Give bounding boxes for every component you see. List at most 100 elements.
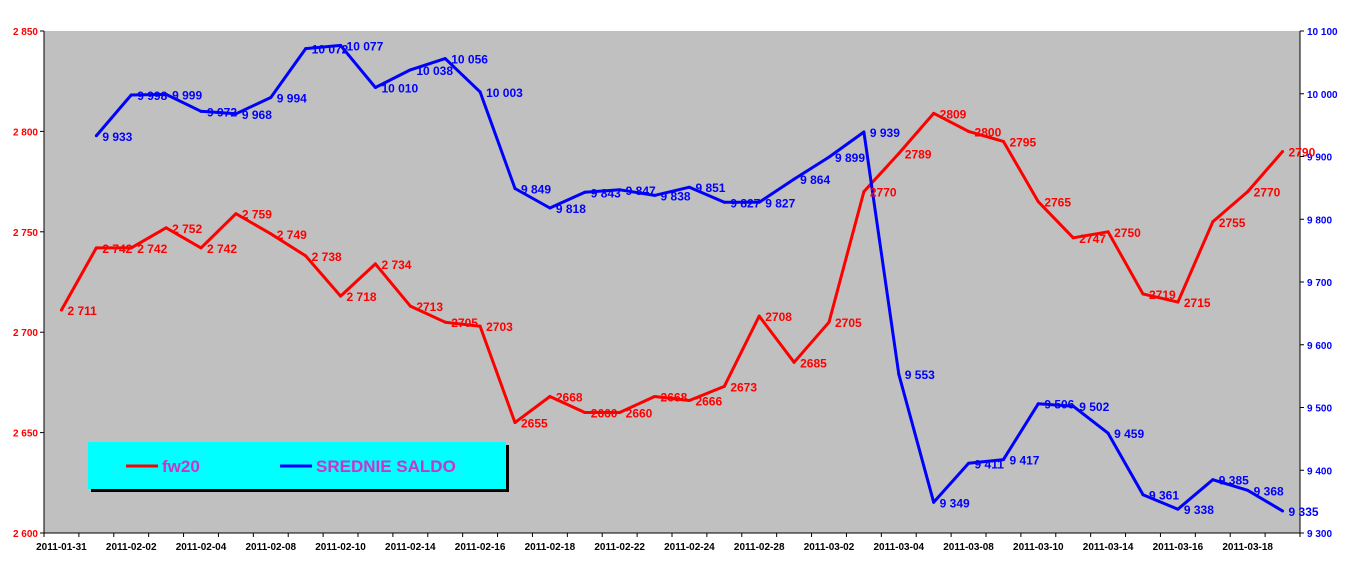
data-label: 2660 <box>591 407 618 421</box>
data-label: 9 335 <box>1289 505 1319 519</box>
x-tick-label: 2011-03-04 <box>873 542 924 553</box>
data-label: 2795 <box>1009 135 1036 149</box>
data-point <box>548 206 552 210</box>
data-label: 9 899 <box>835 151 865 165</box>
data-point <box>513 421 517 425</box>
data-point <box>164 92 168 96</box>
data-point <box>1141 292 1145 296</box>
data-point <box>129 93 133 97</box>
data-point <box>618 411 622 415</box>
x-tick-label: 2011-02-08 <box>245 542 296 553</box>
data-label: 2715 <box>1184 296 1211 310</box>
data-label: 9 506 <box>1044 398 1074 412</box>
data-point <box>932 500 936 504</box>
x-tick-label: 2011-02-18 <box>525 542 576 553</box>
x-tick-label: 2011-02-02 <box>106 542 157 553</box>
legend-entry-fw20: fw20 <box>162 457 200 476</box>
data-label: 9 968 <box>242 108 272 122</box>
data-point <box>1001 139 1005 143</box>
data-point <box>1001 458 1005 462</box>
data-label: 9 939 <box>870 126 900 140</box>
x-axis: 2011-01-31 2011-02-02 2011-02-04 2011-02-08… <box>36 532 1301 553</box>
data-point <box>304 254 308 258</box>
data-point <box>1246 488 1250 492</box>
left-tick-label: 2 700 <box>13 328 38 339</box>
data-label: 9 999 <box>172 88 202 102</box>
data-label: 2673 <box>730 380 757 394</box>
data-label: 9 998 <box>137 89 167 103</box>
data-point <box>94 134 98 138</box>
data-label: 9 417 <box>1009 454 1039 468</box>
data-point <box>1246 190 1250 194</box>
data-point <box>1036 200 1040 204</box>
data-label: 2 759 <box>242 208 272 222</box>
data-point <box>1211 478 1215 482</box>
data-label: 9 361 <box>1149 489 1179 503</box>
left-axis: 2 600 2 650 2 700 2 750 2 800 2 850 <box>13 27 45 540</box>
data-point <box>722 384 726 388</box>
data-label: 2703 <box>486 320 513 334</box>
data-point <box>967 461 971 465</box>
left-tick-label: 2 850 <box>13 27 38 38</box>
data-point <box>897 151 901 155</box>
left-tick-label: 2 650 <box>13 429 38 440</box>
x-tick-label: 2011-03-14 <box>1083 542 1134 553</box>
right-tick-label: 10 000 <box>1307 90 1338 101</box>
data-label: 9 864 <box>800 173 830 187</box>
data-label: 2655 <box>521 417 548 431</box>
data-label: 2770 <box>870 186 897 200</box>
series-line-fw20 <box>60 111 1284 425</box>
x-tick-label: 2011-01-31 <box>36 542 87 553</box>
data-label: 9 972 <box>207 105 237 119</box>
data-label: 2 752 <box>172 222 202 236</box>
data-point <box>653 193 657 197</box>
data-point <box>757 314 761 318</box>
data-point <box>1211 220 1215 224</box>
data-point <box>932 111 936 115</box>
right-tick-label: 9 600 <box>1307 341 1332 352</box>
series-layer <box>59 43 1285 513</box>
data-point <box>269 232 273 236</box>
data-point <box>792 360 796 364</box>
data-point <box>129 246 133 250</box>
legend-entry-srednie-saldo: SREDNIE SALDO <box>316 457 456 476</box>
data-label: 2 738 <box>312 250 342 264</box>
x-tick-label: 2011-02-24 <box>664 542 715 553</box>
data-label: 9 349 <box>940 496 970 510</box>
x-tick-label: 2011-02-04 <box>176 542 227 553</box>
data-point <box>408 68 412 72</box>
data-point <box>897 372 901 376</box>
x-tick-label: 2011-03-10 <box>1013 542 1064 553</box>
data-label: 9 411 <box>975 457 1005 471</box>
data-point <box>339 294 343 298</box>
data-label: 9 459 <box>1114 427 1144 441</box>
data-label: 2 742 <box>207 242 237 256</box>
legend: fw20 SREDNIE SALDO <box>88 442 509 492</box>
data-point <box>757 200 761 204</box>
x-tick-label: 2011-03-02 <box>804 542 855 553</box>
data-label: 2705 <box>451 316 478 330</box>
data-label: 9 994 <box>277 92 307 106</box>
data-label: 9 851 <box>695 181 725 195</box>
data-label: 2755 <box>1219 216 1246 230</box>
data-point <box>967 129 971 133</box>
data-label: 2770 <box>1254 186 1281 200</box>
data-label: 2719 <box>1149 288 1176 302</box>
data-label: 9 843 <box>591 186 621 200</box>
data-label: 10 056 <box>451 53 488 67</box>
data-point <box>1141 493 1145 497</box>
data-label: 2685 <box>800 356 827 370</box>
data-label: 2713 <box>416 300 443 314</box>
data-label: 2747 <box>1079 232 1106 246</box>
left-tick-label: 2 750 <box>13 228 38 239</box>
data-point <box>1176 507 1180 511</box>
data-point <box>862 190 866 194</box>
data-point <box>583 190 587 194</box>
data-label: 2800 <box>975 125 1002 139</box>
data-label: 2809 <box>940 107 967 121</box>
data-label: 9 385 <box>1219 474 1249 488</box>
data-label: 2666 <box>695 394 722 408</box>
data-point <box>269 96 273 100</box>
data-label: 2708 <box>765 310 792 324</box>
